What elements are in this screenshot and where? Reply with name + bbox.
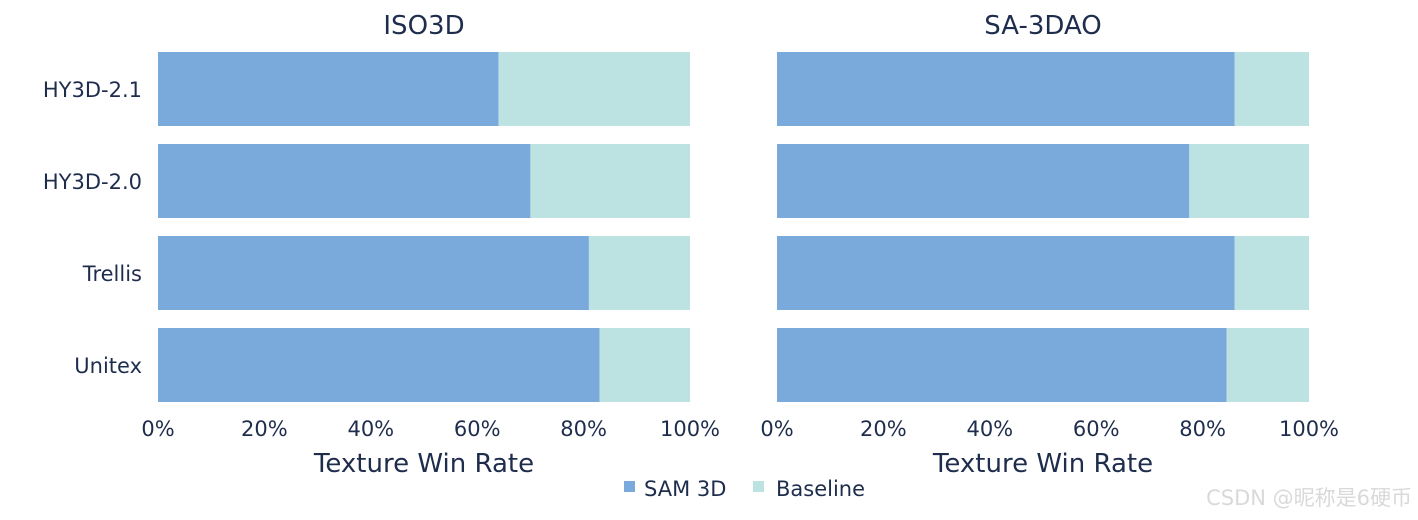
- legend-label-baseline: Baseline: [776, 477, 865, 501]
- bar-hy3d-2-1-baseline: [1234, 52, 1309, 126]
- bar-hy3d-2-1-sam-3d: [777, 52, 1235, 126]
- x-tick-label: 100%: [1279, 417, 1339, 441]
- x-tick-label: 60%: [454, 417, 501, 441]
- legend-swatch-baseline: [753, 481, 764, 492]
- bar-trellis-baseline: [1234, 236, 1309, 310]
- x-tick-label: 40%: [966, 417, 1013, 441]
- x-tick-label: 60%: [1073, 417, 1120, 441]
- panel-iso3d: ISO3D HY3D-2.1 HY3D-2.0 Trellis Unitex 0% 20% 4…: [43, 11, 720, 479]
- legend-swatch-sam3d: [624, 481, 635, 492]
- bar-unitex-sam-3d: [158, 328, 600, 402]
- x-axis-label: Texture Win Rate: [932, 449, 1153, 479]
- bar-unitex-baseline: [599, 328, 690, 402]
- x-tick-label: 20%: [241, 417, 288, 441]
- x-tick-label: 100%: [660, 417, 720, 441]
- x-axis-label: Texture Win Rate: [313, 449, 534, 479]
- x-tick-label: 40%: [347, 417, 394, 441]
- bar-unitex-sam-3d: [777, 328, 1227, 402]
- panel-sa-3dao: SA-3DAO 0% 20% 40% 60% 80% 100% Texture Win Rat…: [760, 11, 1339, 479]
- category-label: Unitex: [74, 354, 142, 378]
- bar-hy3d-2-0-baseline: [1189, 144, 1309, 218]
- x-tick-label: 20%: [860, 417, 907, 441]
- x-tick-label: 80%: [560, 417, 607, 441]
- legend: SAM 3D Baseline: [624, 477, 865, 501]
- bar-hy3d-2-0-baseline: [530, 144, 690, 218]
- x-tick-label: 0%: [760, 417, 793, 441]
- category-label: Trellis: [82, 262, 142, 286]
- panel-title: SA-3DAO: [984, 11, 1101, 41]
- bar-trellis-baseline: [588, 236, 690, 310]
- category-label: HY3D-2.0: [43, 170, 142, 194]
- bar-hy3d-2-0-sam-3d: [158, 144, 531, 218]
- bar-trellis-sam-3d: [777, 236, 1235, 310]
- bar-trellis-sam-3d: [158, 236, 589, 310]
- bar-hy3d-2-1-baseline: [498, 52, 690, 126]
- bar-hy3d-2-0-sam-3d: [777, 144, 1190, 218]
- bar-hy3d-2-1-sam-3d: [158, 52, 499, 126]
- x-tick-label: 0%: [141, 417, 174, 441]
- panel-title: ISO3D: [383, 11, 464, 41]
- bar-unitex-baseline: [1226, 328, 1309, 402]
- x-tick-label: 80%: [1179, 417, 1226, 441]
- category-label: HY3D-2.1: [43, 78, 142, 102]
- watermark: CSDN @昵称是6硬币: [1206, 486, 1412, 510]
- legend-label-sam3d: SAM 3D: [644, 477, 726, 501]
